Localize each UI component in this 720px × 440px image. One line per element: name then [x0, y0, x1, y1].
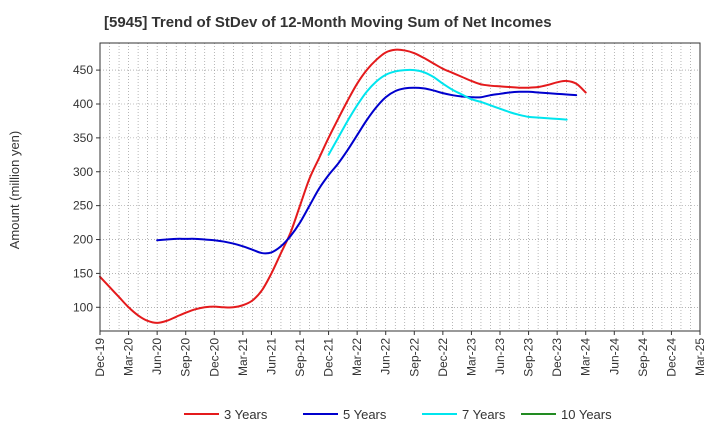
y-tick-label: 450 — [73, 63, 93, 77]
x-tick-label: Dec-19 — [93, 338, 107, 377]
x-tick-label: Mar-21 — [236, 338, 250, 376]
y-tick-label: 350 — [73, 131, 93, 145]
series-line-5-years — [156, 86, 578, 255]
legend-label: 5 Years — [343, 407, 387, 422]
series-line-7-years — [327, 68, 568, 156]
plot-border — [99, 42, 701, 332]
x-tick-label: Sep-24 — [636, 338, 650, 377]
x-tick-label: Sep-21 — [293, 338, 307, 377]
y-tick-label: 300 — [73, 165, 93, 179]
x-tick-label: Dec-24 — [664, 338, 678, 377]
x-tick-label: Mar-20 — [122, 338, 136, 376]
y-tick-label: 200 — [73, 233, 93, 247]
tick-layer: 100 150 200 250 300 350 400 450 Dec-19 Mar-20 Jun-… — [73, 63, 707, 377]
series-layer — [99, 48, 587, 324]
grid-layer — [100, 43, 700, 331]
y-tick-label: 100 — [73, 300, 93, 314]
legend-label: 10 Years — [561, 407, 612, 422]
series-line-3-years — [99, 48, 587, 324]
x-tick-label: Jun-21 — [264, 338, 278, 375]
plot-background — [100, 43, 700, 331]
x-tick-label: Jun-20 — [150, 338, 164, 375]
legend: 3 Years 5 Years 7 Years 10 Years — [184, 407, 612, 422]
x-tick-label: Mar-25 — [693, 338, 707, 376]
x-tick-label: Dec-20 — [207, 338, 221, 377]
x-tick-label: Sep-20 — [179, 338, 193, 377]
y-tick-label: 150 — [73, 266, 93, 280]
x-tick-label: Dec-21 — [322, 338, 336, 377]
y-tick-label: 250 — [73, 199, 93, 213]
x-tick-label: Mar-22 — [350, 338, 364, 376]
x-tick-label: Sep-22 — [407, 338, 421, 377]
legend-label: 7 Years — [462, 407, 506, 422]
x-tick-label: Mar-23 — [464, 338, 478, 376]
y-axis-label: Amount (million yen) — [7, 131, 22, 250]
x-tick-label: Jun-23 — [493, 338, 507, 375]
x-tick-label: Dec-22 — [436, 338, 450, 377]
y-tick-label: 400 — [73, 97, 93, 111]
x-tick-label: Dec-23 — [550, 338, 564, 377]
x-tick-label: Jun-22 — [379, 338, 393, 375]
chart-title: [5945] Trend of StDev of 12-Month Moving… — [104, 14, 552, 31]
x-tick-label: Sep-23 — [522, 338, 536, 377]
legend-label: 3 Years — [224, 407, 268, 422]
x-tick-label: Mar-24 — [579, 338, 593, 376]
x-tick-label: Jun-24 — [607, 338, 621, 375]
